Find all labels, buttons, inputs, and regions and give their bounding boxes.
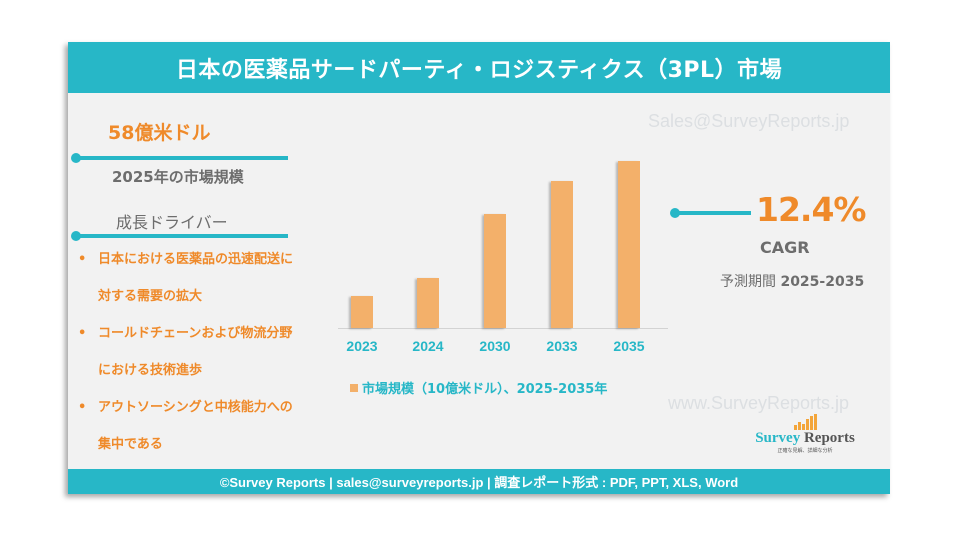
bar-2023 xyxy=(351,296,373,328)
market-size-value: 58億米ドル xyxy=(108,122,211,144)
bullet-icon: • xyxy=(78,252,87,267)
bar-chart-icon xyxy=(740,414,870,430)
market-size-label: 2025年の市場規模 xyxy=(112,168,244,186)
footer-bar: ©Survey Reports | sales@surveyreports.jp… xyxy=(68,469,890,494)
survey-reports-logo: Survey Reports 正確な見解、詳細な分析 xyxy=(740,414,870,454)
watermark-website: www.SurveyReports.jp xyxy=(668,393,850,413)
divider-line xyxy=(76,234,288,238)
infographic-card: 日本の医薬品サードパーティ・ロジスティクス（3PL）市場 Sales@Surve… xyxy=(68,42,890,494)
list-item: • 日本における医薬品の迅速配送に 対する需要の拡大 xyxy=(78,252,294,304)
forecast-period: 予測期間 2025-2035 xyxy=(720,274,865,290)
chart-legend: 市場規模（10億米ドル）、2025-2035年 xyxy=(350,378,607,397)
bullet-icon: • xyxy=(78,326,87,341)
bar-chart: 2023 2024 2030 2033 2035 市場規模（10億米ドル）、20… xyxy=(338,152,668,422)
cagr-label: CAGR xyxy=(760,238,810,257)
x-tick-label: 2030 xyxy=(479,338,511,354)
divider-line xyxy=(76,156,288,160)
x-tick-label: 2035 xyxy=(613,338,645,354)
bar-2030 xyxy=(484,214,506,328)
drivers-list: • 日本における医薬品の迅速配送に 対する需要の拡大 • コールドチェーンおよび… xyxy=(76,250,346,472)
bar-2033 xyxy=(551,181,573,328)
list-item: • アウトソーシングと中核能力への 集中である xyxy=(78,400,293,452)
bar-2035 xyxy=(618,161,640,328)
x-tick-label: 2024 xyxy=(412,338,444,354)
watermark-email: Sales@SurveyReports.jp xyxy=(648,111,850,131)
list-item: • コールドチェーンおよび物流分野 における技術進歩 xyxy=(78,326,293,378)
bar-2024 xyxy=(417,278,439,328)
page-title: 日本の医薬品サードパーティ・ロジスティクス（3PL）市場 xyxy=(68,42,890,93)
bullet-icon: • xyxy=(78,400,87,415)
drivers-title: 成長ドライバー xyxy=(116,213,228,232)
divider-line xyxy=(675,211,751,215)
cagr-value: 12.4% xyxy=(756,190,866,229)
x-tick-label: 2023 xyxy=(346,338,378,354)
logo-tagline: 正確な見解、詳細な分析 xyxy=(777,448,833,454)
legend-swatch-icon xyxy=(350,383,358,392)
x-axis xyxy=(338,328,668,329)
legend-label: 市場規模（10億米ドル）、2025-2035年 xyxy=(362,382,608,397)
x-tick-label: 2033 xyxy=(546,338,578,354)
